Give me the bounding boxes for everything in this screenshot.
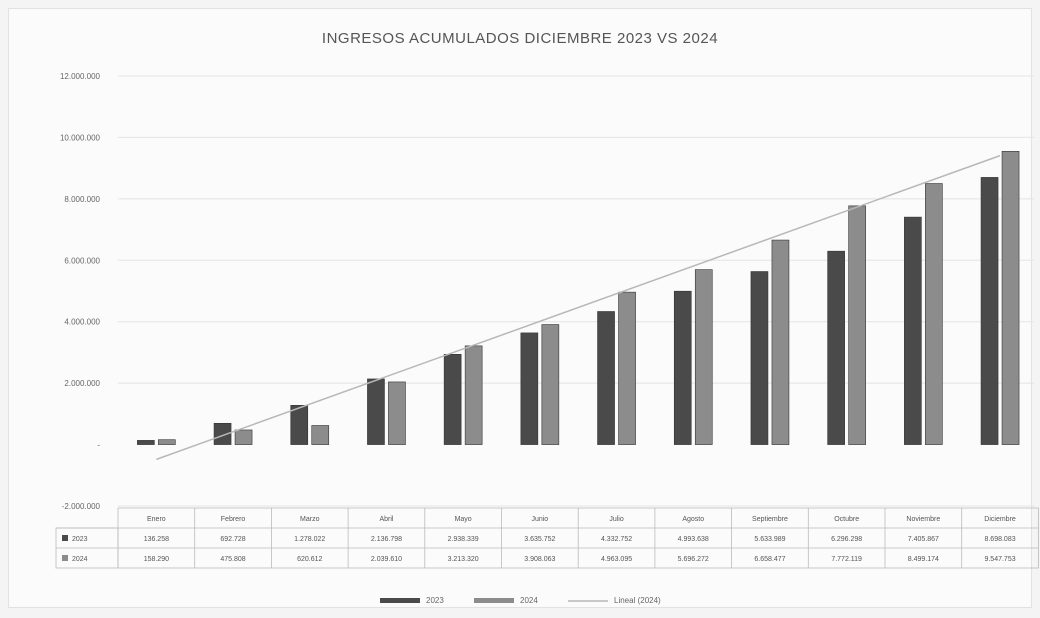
data-label: 158.290 bbox=[144, 556, 169, 563]
bar-2024 bbox=[848, 205, 866, 445]
data-label: 3.213.320 bbox=[448, 556, 479, 563]
bar-2024 bbox=[388, 381, 406, 445]
bar-2024 bbox=[311, 425, 330, 445]
bar-2024 bbox=[464, 345, 483, 445]
data-label: 4.993.638 bbox=[678, 536, 709, 543]
table-series-name: 2023 bbox=[72, 536, 88, 543]
data-label: 6.296.298 bbox=[831, 536, 862, 543]
legend-label: 2024 bbox=[520, 596, 538, 605]
bar-2023 bbox=[750, 271, 769, 445]
bar-2024 bbox=[541, 324, 560, 445]
y-tick-label: -2.000.000 bbox=[62, 502, 101, 511]
data-label: 7.772.119 bbox=[831, 556, 862, 563]
y-tick-label: 8.000.000 bbox=[64, 195, 100, 204]
bar-2023 bbox=[673, 290, 692, 445]
bar-2024 bbox=[694, 269, 713, 445]
bar-2024 bbox=[925, 183, 943, 445]
legend-label: Lineal (2024) bbox=[614, 596, 661, 605]
category-label: Abril bbox=[379, 516, 393, 523]
legend-swatch-2023 bbox=[380, 598, 420, 603]
y-tick-label: 10.000.000 bbox=[60, 133, 101, 142]
category-label: Enero bbox=[147, 516, 166, 523]
y-tick-label: 6.000.000 bbox=[64, 256, 100, 265]
bar-2023 bbox=[980, 177, 999, 445]
legend-label: 2023 bbox=[426, 596, 444, 605]
bar-2024 bbox=[234, 429, 253, 445]
data-label: 9.547.753 bbox=[984, 556, 1015, 563]
legend-swatch-2024 bbox=[474, 598, 514, 603]
data-label: 2.136.798 bbox=[371, 536, 402, 543]
table-series-name: 2024 bbox=[72, 556, 88, 563]
bar-2024 bbox=[771, 239, 790, 445]
table-key-swatch bbox=[62, 555, 68, 561]
category-label: Agosto bbox=[682, 516, 704, 523]
bar-2023 bbox=[520, 332, 539, 445]
bar-2023 bbox=[443, 354, 462, 445]
bar-2023 bbox=[597, 311, 615, 445]
bar-2023 bbox=[827, 250, 845, 445]
bar-2024 bbox=[158, 439, 176, 445]
y-tick-label: 4.000.000 bbox=[64, 318, 100, 327]
bar-2023 bbox=[904, 216, 922, 445]
data-label: 7.405.867 bbox=[908, 536, 939, 543]
data-label: 3.908.063 bbox=[524, 556, 555, 563]
chart-title: INGRESOS ACUMULADOS DICIEMBRE 2023 VS 20… bbox=[321, 30, 719, 47]
data-label: 1.278.022 bbox=[294, 536, 325, 543]
table-key-swatch bbox=[62, 535, 68, 541]
category-label: Junio bbox=[531, 516, 548, 523]
data-label: 2.938.339 bbox=[448, 536, 479, 543]
y-tick-label: 12.000.000 bbox=[60, 72, 101, 81]
data-label: 136.258 bbox=[144, 536, 169, 543]
category-label: Mayo bbox=[455, 516, 472, 523]
data-label: 4.963.095 bbox=[601, 556, 632, 563]
category-label: Febrero bbox=[221, 516, 246, 523]
data-label: 475.808 bbox=[220, 556, 245, 563]
data-label: 8.499.174 bbox=[908, 556, 939, 563]
trendline bbox=[156, 154, 1001, 461]
category-label: Septiembre bbox=[752, 516, 788, 523]
data-label: 620.612 bbox=[297, 556, 322, 563]
bar-2023 bbox=[290, 405, 309, 445]
category-label: Marzo bbox=[300, 516, 320, 523]
category-label: Noviembre bbox=[906, 516, 940, 523]
category-label: Octubre bbox=[834, 516, 859, 523]
y-tick-label: 2.000.000 bbox=[64, 379, 100, 388]
data-label: 2.039.610 bbox=[371, 556, 402, 563]
data-label: 692.728 bbox=[220, 536, 245, 543]
bar-2023 bbox=[367, 378, 385, 445]
bar-2023 bbox=[213, 422, 232, 445]
bar-2024 bbox=[1001, 151, 1020, 445]
data-label: 8.698.083 bbox=[984, 536, 1015, 543]
category-label: Julio bbox=[609, 516, 624, 523]
data-label: 6.658.477 bbox=[754, 556, 785, 563]
data-label: 4.332.752 bbox=[601, 536, 632, 543]
y-tick-label: - bbox=[97, 441, 100, 450]
data-label: 5.633.989 bbox=[754, 536, 785, 543]
bar-2024 bbox=[618, 291, 636, 445]
bar-2023 bbox=[137, 440, 155, 445]
data-label: 3.635.752 bbox=[524, 536, 555, 543]
category-label: Diciembre bbox=[984, 516, 1016, 523]
data-label: 5.696.272 bbox=[678, 556, 709, 563]
